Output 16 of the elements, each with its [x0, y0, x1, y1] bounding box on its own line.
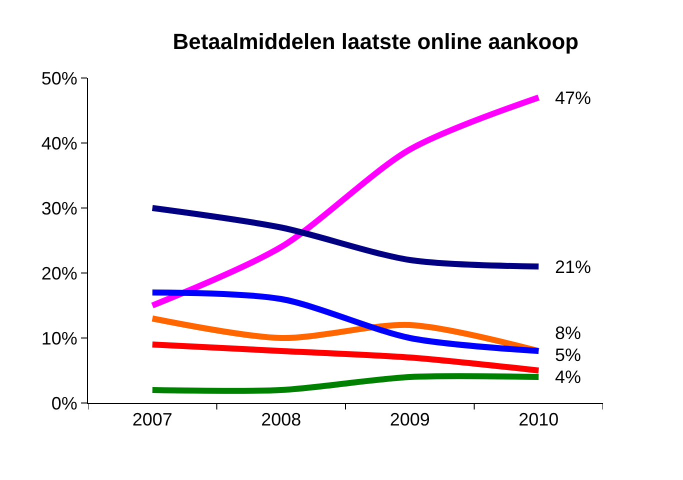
data-label: 4% — [555, 367, 582, 387]
x-tick-label: 2007 — [132, 410, 172, 430]
y-tick-label: 30% — [41, 198, 78, 218]
y-tick-label: 10% — [41, 328, 78, 348]
data-label: 21% — [555, 257, 592, 277]
y-tick-label: 0% — [51, 393, 78, 414]
data-label: 8% — [555, 323, 582, 343]
chart-title: Betaalmiddelen laatste online aankoop — [172, 29, 579, 54]
data-label: 5% — [555, 345, 582, 365]
data-label: 47% — [555, 88, 592, 108]
x-tick-label: 2008 — [261, 410, 302, 430]
x-tick-label: 2010 — [518, 410, 559, 430]
x-tick-label: 2009 — [390, 410, 430, 430]
y-tick-label: 40% — [41, 133, 78, 154]
y-tick-label: 20% — [41, 263, 78, 284]
y-tick-label: 50% — [41, 68, 78, 88]
